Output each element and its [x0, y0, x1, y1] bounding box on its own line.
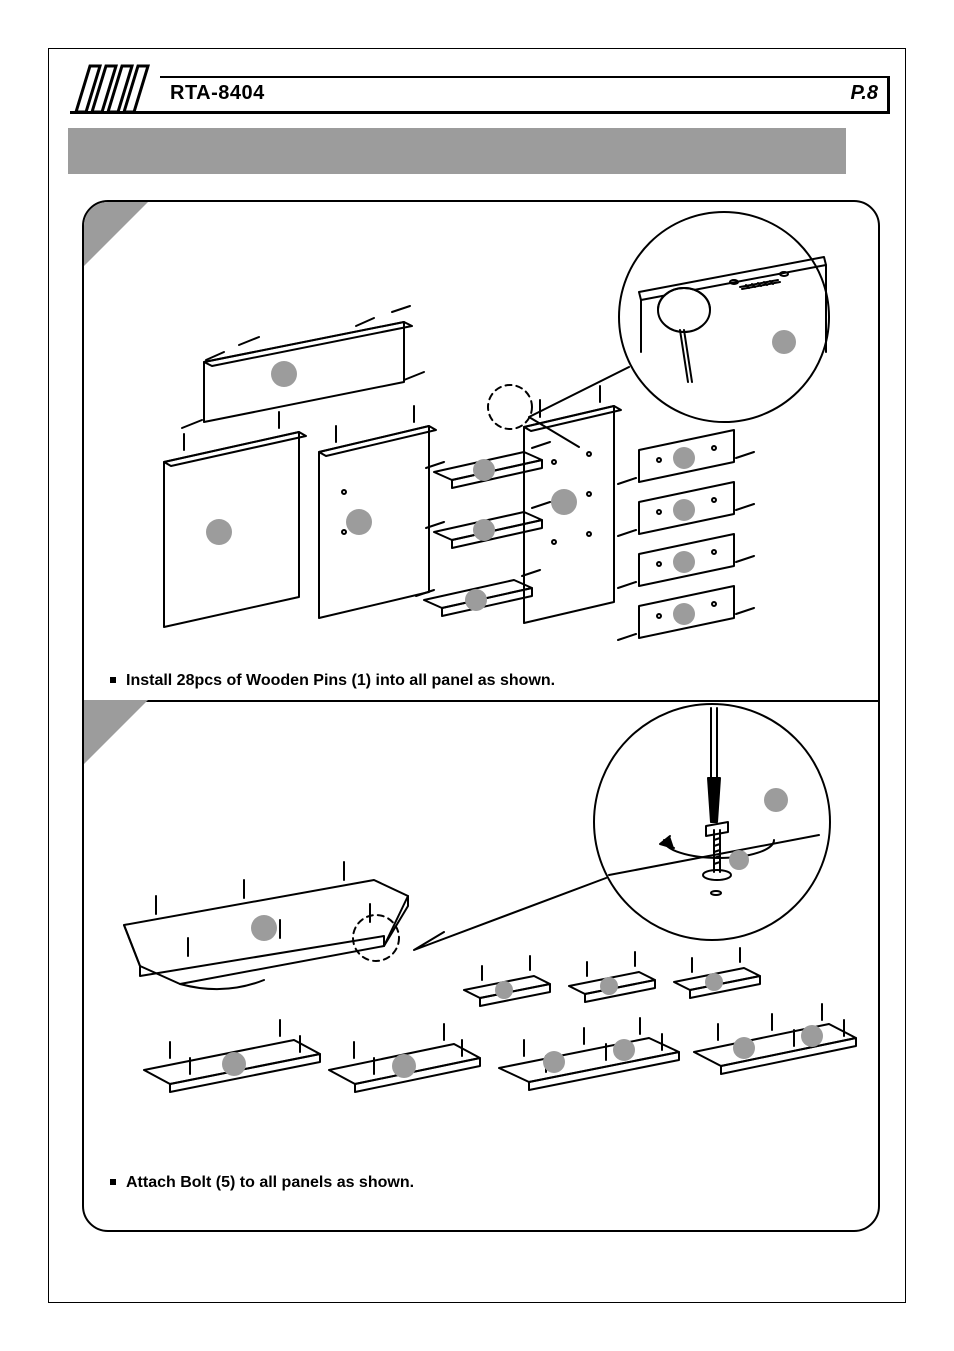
- bullet-icon: [110, 677, 116, 683]
- logo-icon: [70, 64, 162, 114]
- header-rule: [70, 111, 890, 114]
- diagram-frame: Install 28pcs of Wooden Pins (1) into al…: [82, 200, 880, 1232]
- step1-diagram: [84, 202, 878, 696]
- model-number: RTA-8404: [170, 82, 265, 105]
- header-bar: RTA-8404 P.8: [70, 76, 890, 114]
- step2-instruction-text: Attach Bolt (5) to all panels as shown.: [126, 1174, 414, 1191]
- step2-diagram: [84, 700, 878, 1230]
- step1-instruction: Install 28pcs of Wooden Pins (1) into al…: [110, 672, 555, 690]
- section-title-bar: [68, 128, 846, 174]
- header-rule: [160, 76, 890, 78]
- page: RTA-8404 P.8: [0, 0, 954, 1351]
- page-number: P.8: [851, 82, 878, 105]
- bullet-icon: [110, 1179, 116, 1185]
- step1-instruction-text: Install 28pcs of Wooden Pins (1) into al…: [126, 672, 555, 689]
- step2-instruction: Attach Bolt (5) to all panels as shown.: [110, 1174, 414, 1192]
- header-rule: [887, 76, 890, 114]
